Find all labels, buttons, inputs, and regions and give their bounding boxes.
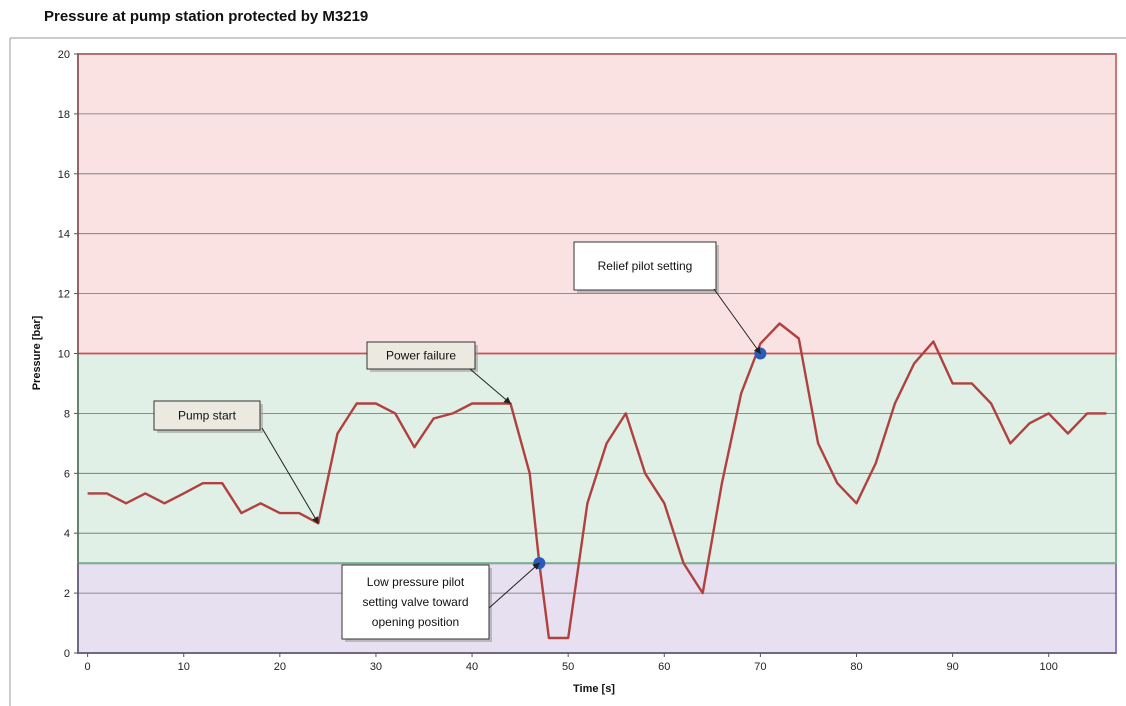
pressure-series-line-0	[87, 322, 1107, 640]
x-tick-label-4: 40	[466, 661, 478, 673]
y-tick-label-3: 6	[64, 468, 70, 480]
x-tick-label-3: 30	[370, 661, 382, 673]
callout-arrow-1	[469, 368, 512, 404]
x-tick-label-10: 100	[1040, 661, 1058, 673]
callout-arrow-2	[713, 288, 761, 355]
callout-3: Low pressure pilot setting valve toward op…	[341, 562, 540, 642]
y-tick-label-7: 14	[58, 229, 70, 241]
y-axis-label: Pressure [bar]	[31, 315, 43, 390]
callout-text-3-1: setting valve toward	[362, 595, 468, 609]
callout-box-2	[573, 241, 717, 291]
x-tick-label-2: 20	[274, 661, 286, 673]
y-tick-label-1: 2	[64, 588, 70, 600]
callout-arrow-0	[261, 427, 319, 524]
y-tick-label-10: 20	[58, 49, 70, 61]
callout-box-3	[341, 564, 490, 640]
callout-0: Pump start	[153, 400, 319, 524]
callout-box-0	[153, 400, 261, 431]
y-tick-label-8: 16	[58, 169, 70, 181]
callout-text-2-0: Relief pilot setting	[598, 259, 693, 273]
x-tick-label-0: 0	[85, 661, 91, 673]
callout-text-1-0: Power failure	[386, 349, 456, 363]
x-tick-label-7: 70	[754, 661, 766, 673]
callout-text-3-0: Low pressure pilot	[367, 575, 465, 589]
y-tick-label-5: 10	[58, 349, 70, 361]
x-tick-label-1: 10	[178, 661, 190, 673]
x-tick-label-6: 60	[658, 661, 670, 673]
y-tick-label-9: 18	[58, 109, 70, 121]
y-tick-label-0: 0	[64, 648, 70, 660]
pressure-band-0	[77, 562, 1117, 655]
x-tick-label-9: 90	[946, 661, 958, 673]
pressure-band-1	[77, 352, 1117, 565]
pressure-band-2	[77, 53, 1117, 355]
x-tick-label-8: 80	[850, 661, 862, 673]
x-tick-label-5: 50	[562, 661, 574, 673]
y-tick-label-2: 4	[64, 528, 70, 540]
y-tick-label-6: 12	[58, 289, 70, 301]
callout-2: Relief pilot setting	[573, 241, 761, 355]
y-tick-label-4: 8	[64, 408, 70, 420]
callout-1: Power failure	[366, 341, 512, 404]
callout-box-1	[366, 341, 476, 370]
callout-text-3-2: opening position	[372, 615, 459, 629]
callout-arrow-3	[488, 562, 540, 609]
x-axis-label: Time [s]	[573, 683, 615, 695]
chart-title: Pressure at pump station protected by M3…	[44, 8, 369, 25]
callout-text-0-0: Pump start	[178, 409, 237, 423]
